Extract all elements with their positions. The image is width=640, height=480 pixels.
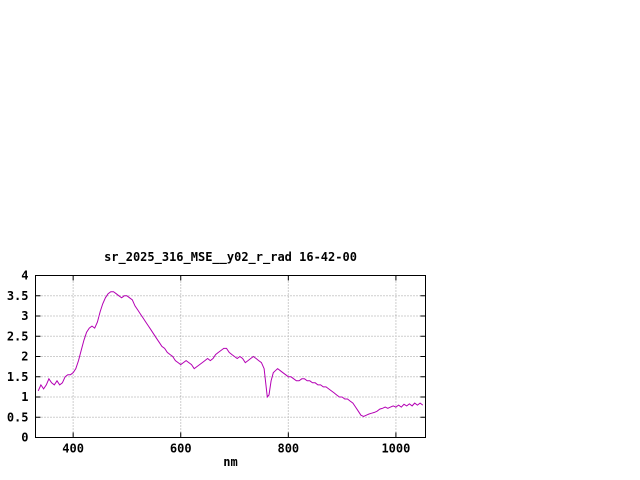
y-tick-label: 1.5 <box>7 370 29 384</box>
x-axis-label: nm <box>223 455 238 469</box>
x-tick-label: 1000 <box>381 442 410 456</box>
y-tick-label: 1 <box>21 390 28 404</box>
y-tick-label: 4 <box>21 269 28 283</box>
x-tick-label: 600 <box>170 442 192 456</box>
y-tick-label: 3.5 <box>7 289 29 303</box>
spectrum-curve <box>37 291 424 417</box>
chart-title: sr_2025_316_MSE__y02_r_rad 16-42-00 <box>104 250 357 264</box>
plot-border <box>35 275 426 438</box>
x-tick-label: 800 <box>277 442 299 456</box>
y-tick-label: 0 <box>21 431 28 445</box>
x-tick-label: 400 <box>62 442 84 456</box>
y-tick-label: 0.5 <box>7 410 29 424</box>
y-tick-label: 2.5 <box>7 329 29 343</box>
y-tick-label: 2 <box>21 350 28 364</box>
y-tick-label: 3 <box>21 309 28 323</box>
